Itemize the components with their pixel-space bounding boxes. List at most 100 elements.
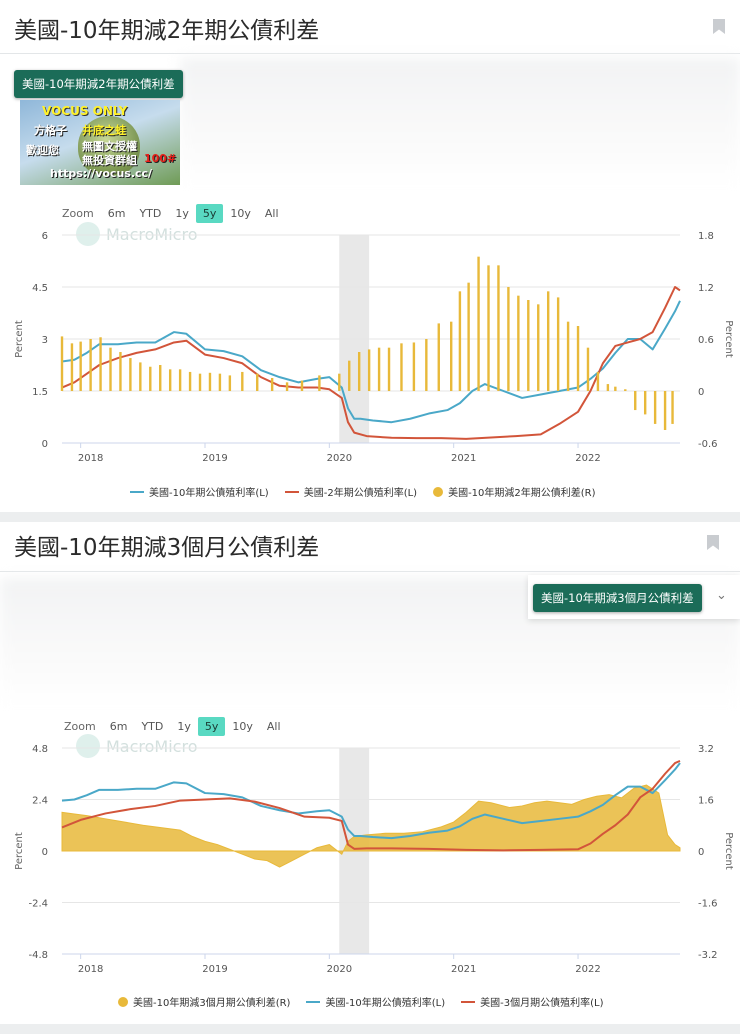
bookmark-icon[interactable]: [706, 534, 720, 551]
range-button-5y[interactable]: 5y: [197, 717, 226, 736]
legend-swatch: [118, 996, 128, 1007]
y-tick-label: 4.5: [32, 283, 48, 294]
range-button-all[interactable]: All: [264, 207, 279, 220]
indicator-selector[interactable]: 美國-10年期減3個月公債利差: [533, 584, 702, 612]
watermark: MacroMicro: [76, 734, 197, 758]
y-axis-title: Percent: [14, 832, 25, 870]
indicator-selector[interactable]: 美國-10年期減2年期公債利差: [14, 70, 183, 98]
spread-bar: [671, 391, 674, 424]
range-selector: Zoom 6m YTD 1y 5y 10y All: [62, 204, 286, 223]
spread-bar: [285, 382, 289, 391]
spread-bar: [178, 369, 182, 391]
y2-tick-label: 0.6: [698, 335, 714, 346]
spread-bar: [653, 391, 657, 424]
card-title: 美國-10年期減3個月公債利差: [14, 535, 320, 561]
legend-swatch: [433, 486, 444, 497]
y-tick-label: 0: [42, 439, 48, 450]
legend-item[interactable]: 美國-3個月期公債殖利率(L): [461, 994, 604, 1009]
zoom-label: Zoom: [62, 207, 94, 220]
x-tick-label: 2018: [78, 964, 103, 975]
frog-image: [78, 116, 140, 176]
spread-bar: [487, 265, 490, 391]
spread-bar: [168, 369, 172, 391]
spread-bar: [566, 321, 570, 391]
spread-bar: [527, 300, 530, 391]
legend-swatch: [461, 1000, 476, 1003]
spread-bar: [348, 360, 351, 391]
spread-bar: [546, 291, 550, 391]
legend: 美國-10年期減3個月期公債利差(R) 美國-10年期公債殖利率(L) 美國-3…: [118, 994, 604, 1009]
ad-text: 無投資群組: [82, 154, 137, 167]
spread-bar: [198, 373, 202, 391]
x-tick-label: 2018: [78, 453, 103, 464]
range-button-all[interactable]: All: [266, 720, 281, 733]
macromicro-logo-icon: [76, 222, 100, 246]
range-button-1y[interactable]: 1y: [177, 720, 191, 733]
legend-item[interactable]: 美國-10年期減3個月期公債利差(R): [118, 994, 290, 1009]
spread-bar: [458, 291, 462, 391]
watermark: MacroMicro: [76, 222, 197, 246]
range-selector: Zoom 6m YTD 1y 5y 10y All: [64, 717, 288, 736]
spread-bar: [576, 326, 580, 391]
legend-item[interactable]: 美國-2年期公債殖利率(L): [284, 484, 417, 499]
spread-bar: [497, 265, 500, 391]
legend-item[interactable]: 美國-10年期減2年期公債利差(R): [433, 484, 596, 499]
ad-text: 無圖文授權: [82, 140, 137, 153]
y2-tick-label: -1.6: [698, 899, 718, 910]
spread-bar: [537, 304, 540, 391]
spread-bar: [338, 373, 341, 391]
spread-bar: [159, 365, 162, 391]
ad-text: VOCUS ONLY: [42, 104, 128, 118]
legend-swatch: [284, 490, 299, 493]
y2-tick-label: 1.8: [698, 231, 714, 242]
card-title: 美國-10年期減2年期公債利差: [14, 18, 320, 44]
spread-bar: [606, 384, 610, 391]
series-line: [61, 300, 681, 424]
spread-area: [61, 784, 681, 868]
spread-bar: [400, 343, 403, 391]
spread-bar: [596, 371, 600, 391]
y2-tick-label: 1.2: [698, 283, 714, 294]
spread-bar: [367, 349, 371, 391]
y2-tick-label: -3.2: [698, 950, 718, 961]
section-divider: [0, 512, 740, 522]
x-tick-label: 2019: [202, 453, 227, 464]
spread-bar: [634, 391, 637, 411]
spread-bar: [387, 347, 391, 391]
bookmark-icon[interactable]: [712, 18, 726, 35]
x-tick-label: 2021: [451, 964, 476, 975]
series-line: [61, 762, 681, 840]
legend-item[interactable]: 美國-10年期公債殖利率(L): [306, 994, 445, 1009]
y2-axis-title: Percent: [723, 832, 734, 870]
section-divider: [0, 1024, 740, 1034]
chevron-down-icon[interactable]: ⌄: [716, 588, 727, 603]
y-tick-label: 0: [42, 847, 48, 858]
range-button-ytd[interactable]: YTD: [141, 720, 164, 733]
spread-bar: [357, 352, 361, 391]
x-tick-label: 2020: [327, 964, 352, 975]
range-button-6m[interactable]: 6m: [107, 207, 126, 220]
legend-item[interactable]: 美國-10年期公債殖利率(L): [130, 484, 269, 499]
series-line: [61, 286, 681, 440]
y2-axis-title: Percent: [723, 320, 734, 358]
range-button-5y[interactable]: 5y: [195, 204, 224, 223]
spread-bar: [70, 343, 74, 391]
y-tick-label: 3: [42, 335, 48, 346]
spread-bar: [129, 358, 132, 391]
zoom-label: Zoom: [64, 720, 96, 733]
range-button-10y[interactable]: 10y: [230, 207, 251, 220]
range-button-ytd[interactable]: YTD: [139, 207, 162, 220]
spread-bar: [256, 373, 259, 391]
range-button-6m[interactable]: 6m: [109, 720, 128, 733]
macromicro-logo-icon: [76, 734, 100, 758]
ad-text: 方格子: [34, 124, 67, 137]
y-tick-label: -4.8: [28, 950, 48, 961]
spread-bar: [228, 375, 232, 391]
range-button-1y[interactable]: 1y: [175, 207, 189, 220]
y-tick-label: 4.8: [32, 744, 48, 755]
spread-bar: [477, 256, 480, 391]
card-header: 美國-10年期減3個月公債利差: [0, 522, 740, 572]
spread-bar: [241, 371, 244, 391]
spread-bar: [89, 339, 92, 391]
range-button-10y[interactable]: 10y: [232, 720, 253, 733]
